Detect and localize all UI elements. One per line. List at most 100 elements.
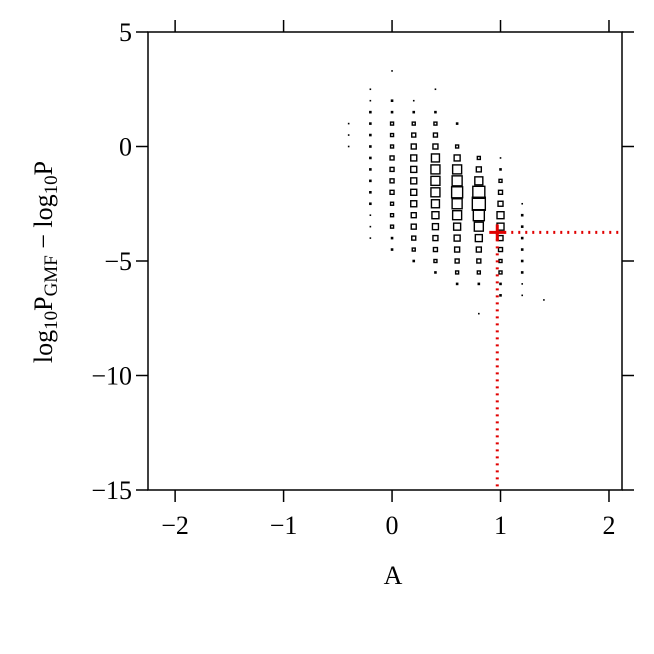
data-point	[497, 200, 504, 207]
data-point	[520, 271, 524, 274]
y-label-text: log	[29, 330, 58, 363]
data-point	[431, 210, 440, 220]
data-point	[453, 154, 461, 162]
data-point	[520, 213, 524, 217]
data-point	[411, 132, 417, 138]
data-point	[389, 166, 395, 173]
data-point	[410, 165, 418, 174]
data-point	[430, 153, 441, 163]
data-point	[369, 156, 372, 160]
data-point	[452, 222, 462, 231]
data-point	[369, 202, 372, 206]
data-point	[433, 121, 438, 126]
data-point	[454, 258, 460, 264]
data-point	[498, 270, 503, 275]
data-point	[389, 178, 395, 184]
data-point	[433, 258, 438, 264]
data-point	[390, 248, 394, 251]
data-point	[432, 246, 439, 253]
data-point	[347, 134, 350, 136]
plot-frame	[147, 31, 623, 491]
data-point	[497, 189, 504, 196]
data-point	[389, 224, 395, 229]
data-point	[475, 166, 483, 173]
data-point	[411, 235, 417, 241]
data-point	[410, 177, 418, 185]
data-point	[369, 145, 372, 148]
data-point	[450, 186, 464, 199]
y-tick-label: 5	[119, 18, 132, 47]
data-point	[389, 144, 395, 149]
data-point	[369, 122, 372, 125]
data-point	[476, 258, 482, 264]
data-point	[390, 236, 394, 240]
data-point	[369, 110, 372, 114]
data-point	[369, 179, 372, 183]
data-point	[369, 168, 372, 171]
data-point	[430, 187, 441, 198]
data-point	[369, 88, 372, 91]
data-point	[369, 225, 372, 228]
data-point	[520, 225, 524, 228]
data-point	[369, 237, 372, 239]
data-point	[497, 234, 504, 242]
y-label-text: − log	[29, 194, 58, 255]
data-point	[476, 155, 482, 161]
y-label-text: P	[29, 161, 58, 175]
data-point	[410, 211, 417, 219]
data-point	[389, 189, 395, 196]
data-point	[498, 178, 503, 184]
data-point	[520, 248, 524, 251]
data-point	[543, 299, 545, 301]
data-point	[389, 212, 395, 218]
data-point	[431, 222, 440, 231]
data-point	[434, 88, 437, 91]
data-point	[411, 247, 416, 252]
x-tick-label: −1	[270, 511, 298, 540]
data-point	[451, 198, 463, 210]
data-point	[520, 236, 524, 240]
data-point	[369, 214, 372, 216]
data-point	[410, 200, 418, 208]
data-point	[369, 133, 372, 137]
data-point	[455, 122, 459, 125]
data-point	[434, 271, 437, 274]
data-point	[474, 233, 484, 243]
y-tick-label: −5	[104, 247, 132, 276]
data-point	[520, 259, 524, 263]
data-point	[521, 283, 524, 285]
data-point	[391, 70, 393, 72]
data-point	[389, 132, 395, 138]
highlight-marker	[489, 224, 506, 241]
x-tick-label: 1	[494, 511, 507, 540]
data-point	[410, 223, 417, 230]
data-point	[412, 110, 416, 114]
data-point	[412, 99, 415, 102]
data-point	[475, 246, 483, 253]
data-point	[521, 202, 524, 205]
data-point	[454, 144, 460, 149]
data-point	[434, 110, 437, 114]
x-tick-label: 0	[386, 511, 399, 540]
x-axis-label: A	[384, 561, 403, 590]
data-point	[410, 154, 418, 162]
y-tick-label: −15	[91, 476, 132, 505]
y-axis-label: log10PGMF − log10P	[29, 161, 62, 363]
data-point	[473, 221, 485, 232]
data-point	[498, 258, 503, 264]
data-point	[472, 185, 486, 200]
data-point	[471, 196, 487, 211]
data-point	[410, 188, 418, 197]
data-point	[390, 110, 394, 114]
y-label-subscript: 10	[41, 175, 62, 194]
data-point	[453, 234, 461, 242]
data-point	[389, 121, 395, 126]
data-point	[451, 175, 463, 187]
data-point	[499, 168, 502, 171]
data-point	[432, 132, 439, 138]
data-point	[521, 294, 524, 297]
y-tick-label: −10	[91, 362, 132, 391]
data-point	[430, 199, 441, 209]
data-point	[497, 246, 504, 253]
